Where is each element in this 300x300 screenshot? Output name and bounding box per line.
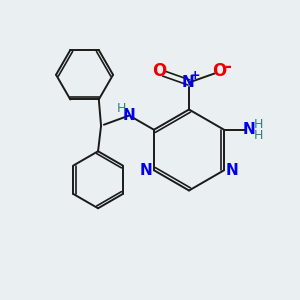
Text: N: N [123, 108, 136, 123]
Text: -: - [225, 58, 231, 76]
Text: O: O [152, 62, 166, 80]
Text: H: H [117, 101, 126, 115]
Text: O: O [212, 62, 226, 80]
Text: N: N [243, 122, 255, 137]
Text: N: N [182, 75, 195, 90]
Text: +: + [190, 69, 200, 82]
Text: N: N [226, 163, 239, 178]
Text: H: H [253, 129, 263, 142]
Text: H: H [253, 118, 263, 131]
Text: N: N [139, 163, 152, 178]
